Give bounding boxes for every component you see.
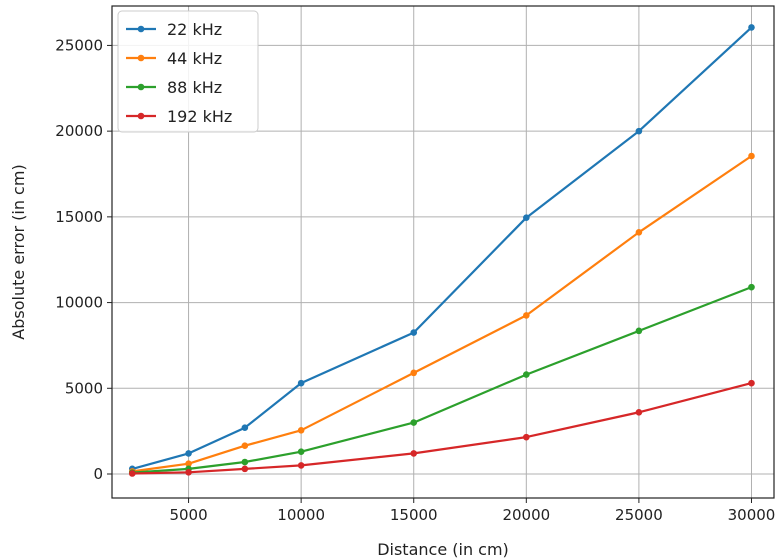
y-tick-label: 10000 (55, 294, 103, 312)
data-point (410, 450, 418, 457)
legend-box (117, 10, 259, 133)
data-point (748, 283, 755, 291)
plot-frame (111, 5, 775, 499)
data-point (241, 465, 249, 473)
legend-label: 192 kHz (167, 107, 232, 126)
data-point (635, 408, 643, 416)
series-line (132, 155, 753, 473)
x-axis-label: Distance (in cm) (377, 540, 509, 559)
data-point (128, 470, 136, 477)
data-point (748, 379, 755, 387)
data-point (185, 468, 192, 476)
series-line (132, 26, 753, 470)
data-point (297, 426, 305, 434)
data-point (241, 424, 249, 432)
data-point (297, 379, 305, 387)
data-point (523, 433, 530, 441)
series-layer (128, 24, 755, 477)
data-point (635, 228, 643, 236)
data-point (241, 442, 249, 450)
data-point (185, 450, 192, 457)
legend-label: 88 kHz (167, 78, 222, 97)
data-point (748, 152, 755, 160)
y-tick-label: 25000 (55, 36, 103, 54)
series-88-khz (128, 283, 755, 476)
data-point (410, 419, 418, 426)
legend-marker (137, 54, 145, 62)
data-point (523, 312, 530, 319)
x-tick-label: 30000 (728, 506, 776, 524)
series-22-khz (128, 24, 755, 473)
legend-label: 44 kHz (167, 49, 222, 68)
x-tick-label: 10000 (277, 506, 325, 524)
series-line (132, 286, 752, 474)
legend: 22 kHz 44 kHz 88 kHz 192 kHz (117, 10, 259, 133)
legend-label: 22 kHz (167, 20, 222, 39)
series-line (132, 382, 752, 475)
x-axis: 5000 10000 15000 20000 25000 30000 (169, 498, 775, 524)
y-tick-label: 15000 (55, 208, 103, 226)
series-192-khz (128, 379, 755, 477)
legend-marker (137, 112, 145, 120)
data-point (297, 448, 305, 456)
data-point (185, 460, 192, 468)
data-point (410, 329, 418, 336)
x-tick-label: 15000 (390, 506, 438, 524)
y-tick-label: 0 (93, 465, 103, 483)
y-axis-label: Absolute error (in cm) (9, 164, 28, 339)
data-point (523, 371, 530, 378)
data-point (748, 24, 755, 31)
data-point (523, 214, 530, 222)
data-point (297, 462, 305, 469)
legend-marker (137, 25, 145, 33)
x-tick-label: 20000 (502, 506, 550, 524)
legend-marker (137, 83, 145, 91)
data-point (635, 327, 643, 335)
data-point (241, 458, 249, 466)
series-44-khz (128, 152, 755, 475)
data-point (410, 369, 418, 377)
y-axis: 0 5000 10000 15000 20000 25000 (55, 36, 112, 483)
y-tick-label: 20000 (55, 122, 103, 140)
x-tick-label: 5000 (169, 506, 207, 524)
y-tick-label: 5000 (65, 379, 103, 397)
data-point (635, 127, 643, 135)
x-tick-label: 25000 (615, 506, 663, 524)
